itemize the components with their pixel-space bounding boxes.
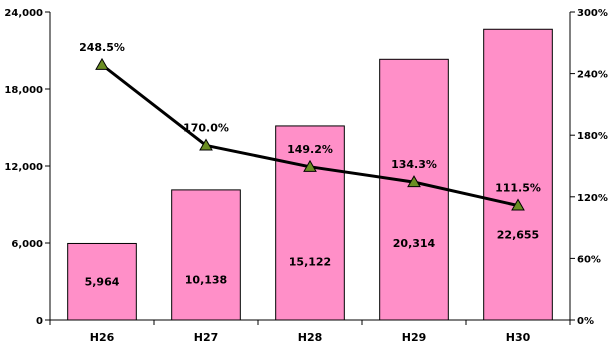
right-tick-label: 0% — [577, 316, 594, 327]
bar — [275, 125, 345, 321]
bar-value-label: 10,138 — [185, 274, 227, 287]
left-tick-label: 0 — [36, 316, 43, 327]
line-marker — [407, 175, 421, 188]
bar — [67, 242, 137, 321]
left-tick-label: 24,000 — [4, 8, 43, 19]
line-marker — [303, 159, 317, 172]
right-axis-ticks: 0% 60% 120% 180% 240% 300% — [570, 8, 608, 327]
category-label: H29 — [402, 331, 427, 344]
line-value-label: 170.0% — [183, 121, 229, 134]
right-tick-label: 300% — [577, 8, 608, 19]
line-value-label: 111.5% — [495, 182, 541, 195]
right-tick-label: 240% — [577, 70, 608, 81]
left-axis-ticks: 0 6,000 12,000 18,000 24,000 — [4, 8, 50, 327]
axes — [49, 12, 571, 325]
bar-value-label: 22,655 — [497, 229, 539, 242]
line-value-label: 149.2% — [287, 143, 333, 156]
line-value-label: 248.5% — [79, 41, 125, 54]
bar — [483, 28, 553, 321]
left-tick-label: 6,000 — [11, 239, 43, 250]
line-marker — [511, 198, 525, 211]
bar-value-label: 20,314 — [393, 237, 436, 250]
category-labels: H26 H27 H28 H29 H30 — [90, 331, 531, 344]
right-tick-label: 120% — [577, 193, 608, 204]
right-tick-label: 60% — [577, 254, 601, 265]
left-tick-label: 12,000 — [4, 162, 43, 173]
category-label: H26 — [90, 331, 115, 344]
bar — [379, 58, 449, 321]
bar-value-label: 15,122 — [289, 256, 331, 269]
bar-series: 5,964 10,138 15,122 20,314 22,655 — [67, 28, 553, 321]
category-label: H27 — [194, 331, 219, 344]
left-tick-label: 18,000 — [4, 85, 43, 96]
line-marker — [95, 57, 109, 70]
bar-value-label: 5,964 — [85, 276, 120, 289]
category-label: H30 — [506, 331, 531, 344]
right-tick-label: 180% — [577, 131, 608, 142]
line-marker — [199, 138, 213, 151]
category-label: H28 — [298, 331, 323, 344]
line-series: 248.5% 170.0% 149.2% 134.3% 111.5% — [79, 41, 541, 211]
line-value-label: 134.3% — [391, 158, 437, 171]
bar — [171, 189, 241, 321]
